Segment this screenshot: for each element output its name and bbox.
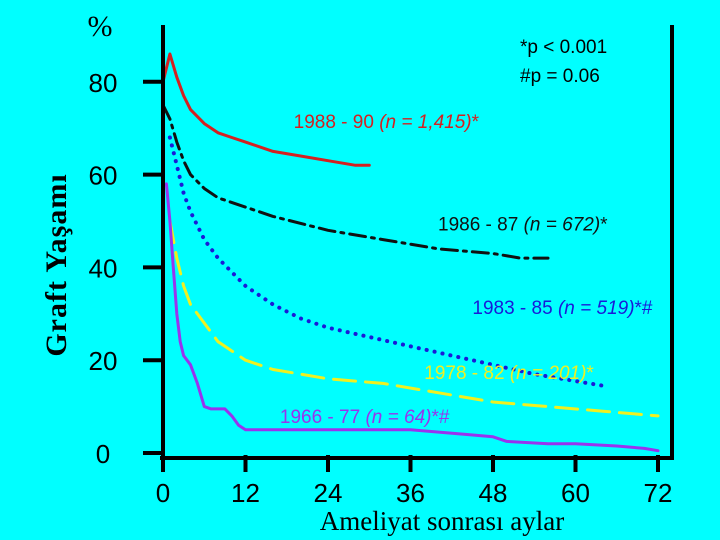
annotation-p-value-1: *p < 0.001	[520, 37, 607, 58]
y-unit-label: %	[88, 10, 113, 43]
y-tick-label: 40	[89, 253, 118, 283]
y-tick-label: 60	[89, 161, 118, 191]
series-line-4	[164, 182, 660, 453]
y-tick-label: 0	[96, 439, 110, 469]
series-lines	[161, 52, 660, 453]
x-tick-label: 36	[396, 478, 425, 508]
series-label-4: 1966 - 77 (n = 64)*#	[280, 407, 450, 428]
axes: 0 20 40 60 80 0 12 24 36 48 60 72	[89, 25, 674, 508]
y-tick-label: 80	[89, 68, 118, 98]
series-line-2	[167, 135, 605, 388]
series-label-0: 1988 - 90 (n = 1,415)*	[294, 112, 480, 133]
x-tick-label: 12	[231, 478, 260, 508]
x-axis-title: Ameliyat sonrası aylar	[320, 506, 564, 536]
y-tick-label: 20	[89, 346, 118, 376]
x-tick-label: 0	[156, 478, 170, 508]
series-line-1	[161, 103, 550, 260]
series-line-3	[168, 219, 660, 418]
series-label-2: 1983 - 85 (n = 519)*#	[472, 298, 653, 319]
x-tick-label: 24	[314, 478, 343, 508]
series-labels: 1988 - 90 (n = 1,415)* 1986 - 87 (n = 672…	[280, 112, 653, 428]
series-label-3: 1978 - 82 (n = 201)*	[424, 363, 594, 384]
x-tick-label: 60	[561, 478, 590, 508]
series-line-0	[161, 52, 371, 167]
y-axis-title: Graft Yaşamı	[40, 173, 73, 356]
x-tick-label: 48	[479, 478, 508, 508]
x-tick-label: 72	[644, 478, 673, 508]
series-label-1: 1986 - 87 (n = 672)*	[438, 214, 608, 235]
annotation-p-value-2: #p = 0.06	[520, 66, 600, 87]
